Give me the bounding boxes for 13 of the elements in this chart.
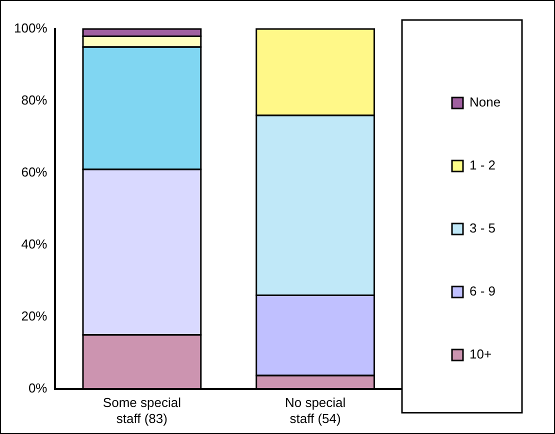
y-tick-label: 100%	[14, 20, 48, 36]
y-tick-label: 40%	[21, 236, 48, 252]
legend-label: None	[470, 94, 501, 110]
legend-label: 10+	[470, 346, 492, 362]
y-tick-label: 80%	[21, 92, 48, 108]
x-tick-label: Some special staff (83)	[102, 395, 182, 426]
x-tick-label: No special staff (54)	[284, 395, 346, 426]
legend-label: 3 - 5	[470, 220, 496, 236]
y-tick-label: 0%	[28, 380, 48, 396]
legend-label: 6 - 9	[470, 284, 496, 299]
y-tick-label: 20%	[21, 308, 48, 324]
legend-label: 1 - 2	[470, 158, 496, 173]
y-tick-label: 60%	[21, 164, 48, 180]
